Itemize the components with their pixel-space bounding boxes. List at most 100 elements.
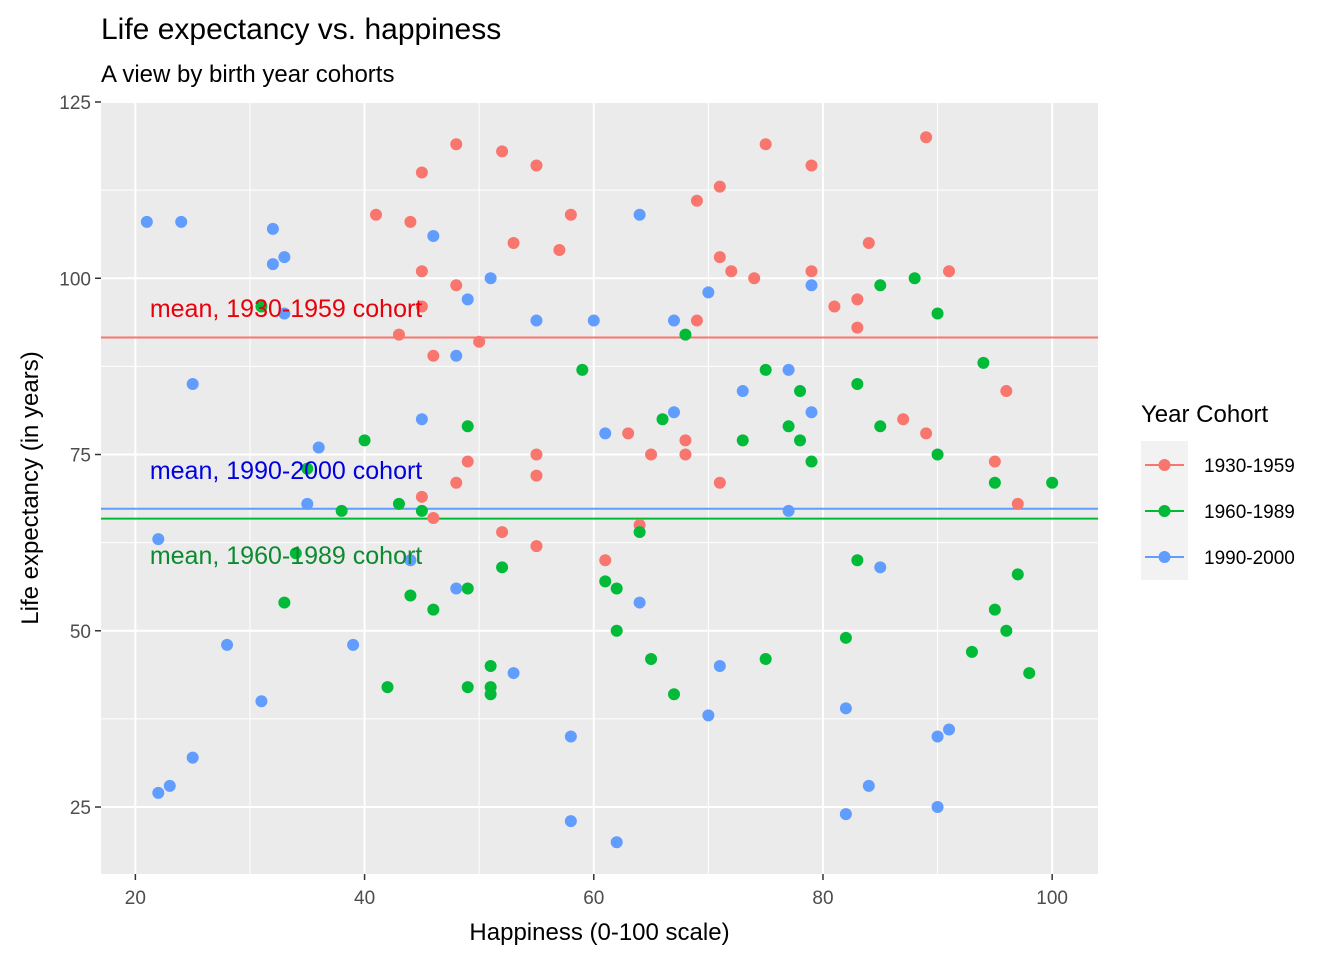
axis-ticks: 20 40 60 80 100 25 50 75 100 125 — [59, 93, 1068, 909]
data-point-1930-1959 — [862, 237, 875, 250]
data-point-1930-1959 — [415, 490, 428, 503]
data-point-1930-1959 — [530, 159, 543, 172]
mean-lines — [101, 336, 1098, 520]
data-point-1960-1989 — [645, 652, 658, 665]
legend-label: 1960-1989 — [1204, 502, 1295, 523]
data-point-1930-1959 — [943, 265, 956, 278]
data-point-1960-1989 — [576, 363, 589, 376]
data-point-1990-2000 — [152, 533, 165, 546]
data-point-1930-1959 — [415, 265, 428, 278]
data-point-1930-1959 — [427, 349, 440, 362]
data-point-1990-2000 — [461, 293, 474, 306]
data-point-1960-1989 — [255, 300, 268, 313]
y-axis-title: Life expectancy (in years) — [17, 351, 44, 624]
y-tick-label: 25 — [70, 798, 91, 819]
data-point-1990-2000 — [599, 427, 612, 440]
data-point-1930-1959 — [461, 455, 474, 468]
data-point-1930-1959 — [851, 321, 864, 334]
mean-annotation-1930-1959: mean, 1930-1959 cohort — [150, 295, 422, 323]
data-point-1960-1989 — [851, 378, 864, 391]
data-point-1960-1989 — [805, 455, 818, 468]
x-tick-label: 80 — [812, 888, 833, 909]
data-point-1930-1959 — [690, 314, 703, 327]
legend-label: 1930-1959 — [1204, 456, 1295, 477]
data-point-1930-1959 — [713, 476, 726, 489]
data-point-1930-1959 — [370, 208, 383, 221]
data-point-1990-2000 — [633, 596, 646, 609]
x-tick-label: 20 — [125, 888, 146, 909]
legend-key-point — [1158, 505, 1171, 517]
x-tick-label: 40 — [354, 888, 375, 909]
data-point-1990-2000 — [610, 836, 623, 849]
data-point-1960-1989 — [461, 582, 474, 595]
data-point-1930-1959 — [748, 272, 761, 285]
data-point-1960-1989 — [427, 603, 440, 616]
data-point-1930-1959 — [622, 427, 635, 440]
data-point-1990-2000 — [736, 385, 749, 398]
data-point-1990-2000 — [186, 751, 199, 764]
data-point-1990-2000 — [530, 314, 543, 327]
data-point-1960-1989 — [759, 652, 772, 665]
data-point-1990-2000 — [484, 272, 497, 285]
data-point-1960-1989 — [782, 420, 795, 433]
data-point-1990-2000 — [667, 314, 680, 327]
data-point-1990-2000 — [507, 667, 520, 680]
data-point-1990-2000 — [782, 363, 795, 376]
data-point-1930-1959 — [496, 145, 509, 158]
data-point-1990-2000 — [266, 258, 279, 271]
data-point-1930-1959 — [450, 138, 463, 151]
data-point-1990-2000 — [163, 779, 176, 792]
x-axis-title: Happiness (0-100 scale) — [469, 919, 729, 946]
data-point-1960-1989 — [484, 660, 497, 673]
data-point-1990-2000 — [266, 222, 279, 235]
data-point-1990-2000 — [415, 413, 428, 426]
data-point-1930-1959 — [713, 180, 726, 193]
data-point-1960-1989 — [759, 363, 772, 376]
data-point-1960-1989 — [908, 272, 921, 285]
data-point-1960-1989 — [794, 385, 807, 398]
data-point-1930-1959 — [897, 413, 910, 426]
data-point-1930-1959 — [404, 215, 417, 228]
data-point-1990-2000 — [702, 709, 715, 722]
data-point-1960-1989 — [278, 596, 291, 609]
data-point-1960-1989 — [461, 681, 474, 694]
data-point-1990-2000 — [312, 441, 325, 454]
data-point-1990-2000 — [278, 307, 291, 320]
data-point-1990-2000 — [633, 208, 646, 221]
data-point-1930-1959 — [805, 159, 818, 172]
data-point-1960-1989 — [610, 624, 623, 637]
data-point-1960-1989 — [839, 631, 852, 644]
data-point-1960-1989 — [1046, 476, 1059, 489]
data-point-1930-1959 — [1011, 497, 1024, 510]
data-point-1990-2000 — [805, 279, 818, 292]
data-point-1930-1959 — [496, 526, 509, 539]
data-point-1930-1959 — [450, 279, 463, 292]
data-point-1990-2000 — [450, 349, 463, 362]
data-point-1960-1989 — [1011, 568, 1024, 581]
data-point-1990-2000 — [931, 801, 944, 814]
data-point-1930-1959 — [920, 131, 933, 144]
data-point-1930-1959 — [690, 194, 703, 207]
data-point-1990-2000 — [874, 561, 887, 574]
data-point-1990-2000 — [186, 378, 199, 391]
legend-key-point — [1158, 459, 1171, 471]
data-point-1960-1989 — [988, 476, 1001, 489]
data-point-1960-1989 — [874, 420, 887, 433]
data-point-1960-1989 — [392, 497, 405, 510]
data-point-1930-1959 — [988, 455, 1001, 468]
data-point-1930-1959 — [415, 166, 428, 179]
data-point-1990-2000 — [564, 730, 577, 743]
data-point-1960-1989 — [931, 448, 944, 461]
data-point-1990-2000 — [713, 660, 726, 673]
data-point-1930-1959 — [530, 540, 543, 553]
legend: Year Cohort 1930-1959 1960-1989 1990-2000 — [1141, 401, 1295, 580]
data-point-1930-1959 — [920, 427, 933, 440]
data-point-1960-1989 — [461, 420, 474, 433]
data-point-1990-2000 — [140, 215, 153, 228]
data-point-1960-1989 — [794, 434, 807, 447]
data-point-1990-2000 — [175, 215, 188, 228]
data-point-1960-1989 — [289, 547, 302, 560]
data-point-1930-1959 — [553, 244, 566, 257]
data-point-1930-1959 — [530, 469, 543, 482]
